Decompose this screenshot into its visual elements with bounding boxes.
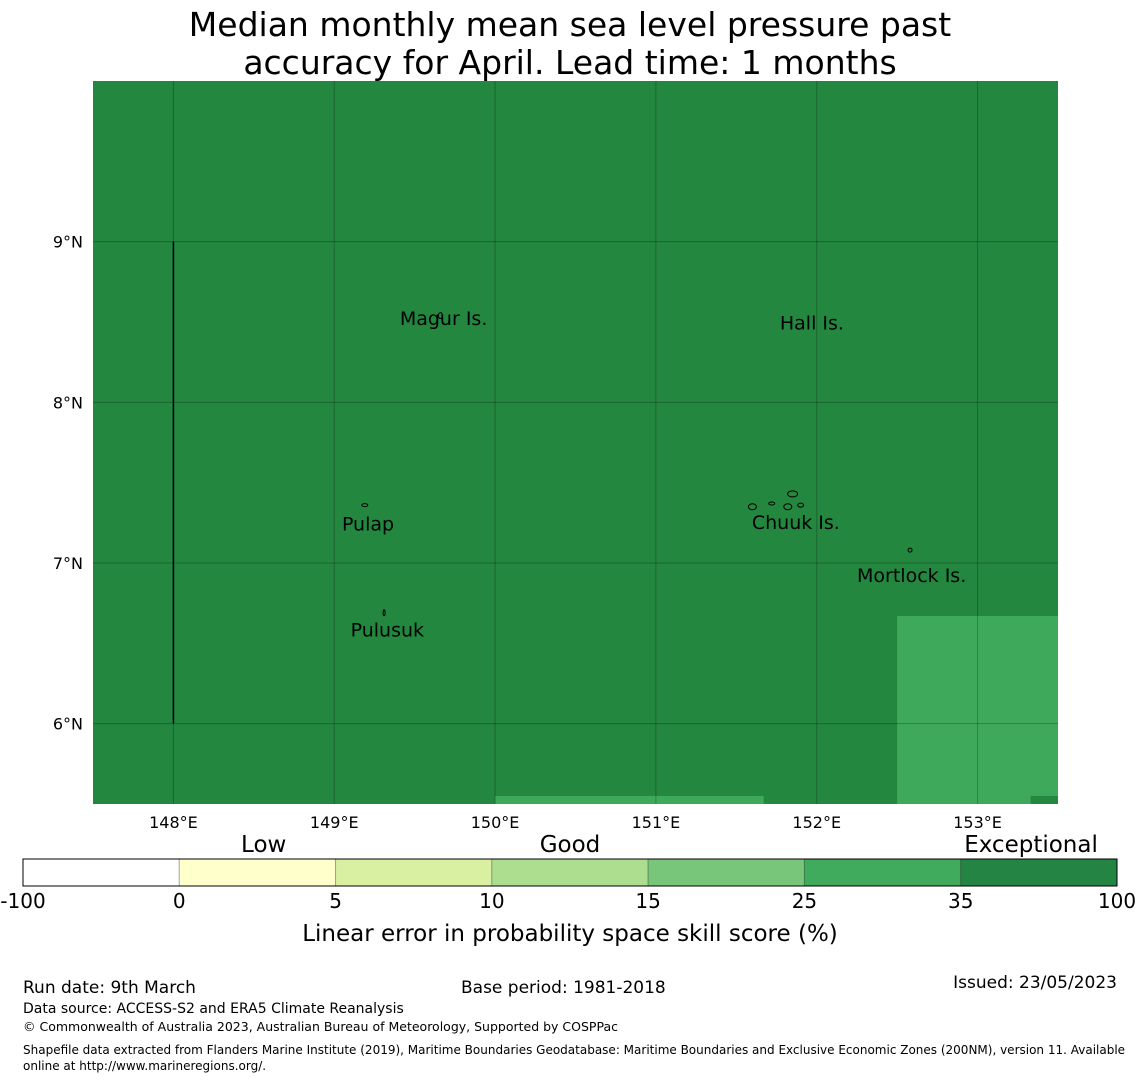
island-outline: [787, 490, 799, 498]
colorbar-segment: [22, 858, 180, 887]
place-label: Mortlock Is.: [857, 565, 966, 587]
lon-tick-label: 148°E: [149, 813, 198, 832]
colorbar-segment: [647, 858, 805, 887]
colorbar-tick-label: 35: [948, 889, 973, 913]
colorbar-segment: [178, 858, 337, 887]
colorbar-category-label: Low: [241, 832, 286, 858]
colorbar-tick-label: 15: [635, 889, 660, 913]
colorbar-tick-label: 0: [173, 889, 186, 913]
data-source: Data source: ACCESS-S2 and ERA5 Climate …: [23, 1001, 404, 1017]
place-label: Hall Is.: [780, 313, 844, 335]
base-period: Base period: 1981-2018: [461, 978, 666, 998]
lon-tick-label: 153°E: [953, 813, 1002, 832]
colorbar-category-label: Exceptional: [964, 832, 1098, 858]
map-title: Median monthly mean sea level pressure p…: [0, 6, 1140, 82]
lat-tick-label: 6°N: [53, 715, 83, 734]
colorbar-tick-label: 25: [792, 889, 817, 913]
island-outline: [437, 312, 443, 320]
skill-region-0: [897, 616, 1058, 796]
lat-tick-label: 8°N: [53, 393, 83, 412]
shapefile-credit: Shapefile data extracted from Flanders M…: [23, 1042, 1125, 1074]
colorbar-segment: [491, 858, 649, 887]
colorbar-title: Linear error in probability space skill …: [302, 921, 838, 947]
colorbar-category-label: Good: [540, 832, 601, 858]
place-label: Magur Is.: [400, 308, 488, 330]
colorbar-frame: [22, 858, 1118, 887]
island-outline: [768, 501, 776, 506]
lon-tick-label: 151°E: [632, 813, 681, 832]
lon-tick-label: 152°E: [792, 813, 841, 832]
place-label: Pulap: [342, 513, 394, 535]
run-date: Run date: 9th March: [23, 978, 196, 998]
skill-region-1: [495, 795, 764, 804]
map-figure: Magur Is. Hall Is. Pulap Chuuk Is. Mortlock …: [0, 81, 1136, 947]
colorbar-tick-label: 5: [329, 889, 342, 913]
colorbar-segment: [960, 858, 1118, 887]
island-outline: [783, 503, 793, 511]
island-outline: [361, 503, 369, 508]
skill-region-2: [897, 795, 1031, 804]
lat-tick-label: 7°N: [53, 554, 83, 573]
map-title-line2: accuracy for April. Lead time: 1 months: [243, 43, 897, 82]
lat-tick-label: 9°N: [53, 233, 83, 252]
island-outline: [747, 503, 757, 511]
colorbar-segment: [335, 858, 493, 887]
issued-date: Issued: 23/05/2023: [953, 973, 1117, 993]
island-outline: [907, 547, 913, 553]
map-title-line1: Median monthly mean sea level pressure p…: [188, 5, 952, 44]
island-outline: [382, 609, 386, 617]
colorbar-tick-label: 10: [479, 889, 504, 913]
colorbar-tick-label: 100: [1098, 889, 1136, 913]
place-label: Pulusuk: [351, 619, 424, 641]
copyright-notice: © Commonwealth of Australia 2023, Austra…: [23, 1019, 618, 1034]
shapefile-credit-line1: Shapefile data extracted from Flanders M…: [23, 1043, 1126, 1057]
shapefile-credit-line2: online at http://www.marineregions.org/.: [23, 1059, 267, 1073]
place-label: Chuuk Is.: [752, 512, 840, 534]
lon-tick-label: 150°E: [471, 813, 520, 832]
lon-tick-label: 149°E: [310, 813, 359, 832]
colorbar-tick-label: -100: [0, 889, 45, 913]
colorbar-segment: [803, 858, 962, 887]
island-outline: [797, 502, 805, 508]
